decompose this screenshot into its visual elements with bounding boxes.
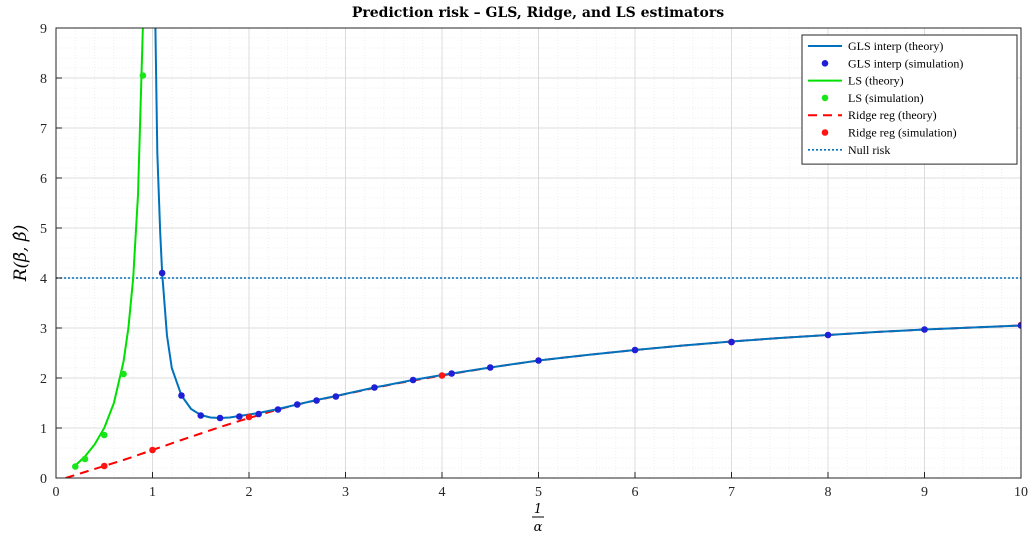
legend-swatch [821,129,829,136]
y-tick-label: 1 [40,422,47,437]
data-point-gls-interp-simulation [371,384,378,391]
data-point-gls-interp-simulation [216,414,224,422]
data-point-gls-interp-simulation [274,406,282,413]
data-point-gls-interp-simulation [158,269,166,277]
x-tick-label: 4 [439,485,446,500]
x-tick-label: 9 [921,485,928,500]
x-tick-label: 2 [246,485,253,500]
legend-label: Null risk [848,143,890,157]
x-tick-label: 3 [342,485,349,500]
data-point-gls-interp-simulation [824,331,832,339]
x-axis-label-numerator: 1 [534,502,542,517]
x-tick-label: 0 [53,485,60,500]
y-tick-label: 3 [40,322,47,337]
y-tick-label: 6 [40,172,47,187]
axis-ticks: 0 1 2 3 4 5 6 7 8 9 10 0 1 2 3 4 5 6 7 8 9 [40,22,1028,500]
legend-swatch [821,60,829,67]
y-tick-label: 9 [40,22,47,37]
data-point-ridge-reg-simulation [438,372,446,379]
y-tick-label: 8 [40,72,47,87]
data-point-ls-simulation [139,72,147,79]
data-point-gls-interp-simulation [486,364,494,371]
legend-label: LS (simulation) [848,91,924,105]
data-point-gls-interp-simulation [178,392,185,399]
data-point-gls-interp-simulation [313,397,320,404]
legend-label: GLS interp (theory) [848,39,943,53]
data-point-ls-simulation [72,463,79,470]
series-line-gls-interp-theory [154,28,1021,419]
data-point-gls-interp-simulation [1017,322,1021,329]
x-tick-label: 6 [632,485,639,500]
x-axis-label-denominator: α [534,520,543,535]
y-axis-label: R(β̄, β̂) [11,225,31,283]
chart-title: Prediction risk – GLS, Ridge, and LS est… [352,5,724,21]
series-line-ls-theory [74,28,144,467]
y-tick-label: 4 [40,272,47,287]
data-point-ridge-reg-simulation [245,413,253,421]
data-point-gls-interp-simulation [293,401,301,408]
minor-grid [56,28,1021,478]
legend-swatch [821,94,829,102]
data-point-gls-interp-simulation [197,412,205,419]
data-point-ls-simulation [100,431,108,439]
y-tick-label: 7 [40,122,47,137]
x-tick-label: 7 [728,485,735,500]
series-layer [56,28,1021,478]
y-tick-label: 2 [40,372,47,387]
data-point-gls-interp-simulation [236,413,243,420]
x-axis-label: 1 α [532,502,544,535]
data-point-gls-interp-simulation [448,370,455,377]
x-tick-label: 5 [535,485,542,500]
data-point-ls-simulation [120,370,127,378]
x-tick-label: 1 [149,485,156,500]
x-tick-label: 8 [825,485,832,500]
data-point-gls-interp-simulation [535,357,542,364]
x-tick-label: 10 [1014,485,1028,500]
legend: GLS interp (theory) GLS interp (simulatio… [801,34,1018,165]
data-point-gls-interp-simulation [631,346,639,354]
data-point-gls-interp-simulation [409,376,417,384]
y-tick-label: 0 [40,472,47,487]
legend-label: GLS interp (simulation) [848,56,963,70]
data-point-ls-simulation [81,455,89,463]
y-tick-label: 5 [40,222,47,237]
data-point-ridge-reg-simulation [100,462,108,470]
legend-label: Ridge reg (theory) [848,108,937,122]
data-point-gls-interp-simulation [728,338,735,346]
legend-label: LS (theory) [848,74,904,88]
data-point-gls-interp-simulation [921,326,928,333]
data-point-gls-interp-simulation [332,393,340,400]
legend-label: Ridge reg (simulation) [848,126,957,140]
data-point-ridge-reg-simulation [149,446,156,454]
data-point-gls-interp-simulation [255,410,262,418]
legend-box [801,34,1018,165]
